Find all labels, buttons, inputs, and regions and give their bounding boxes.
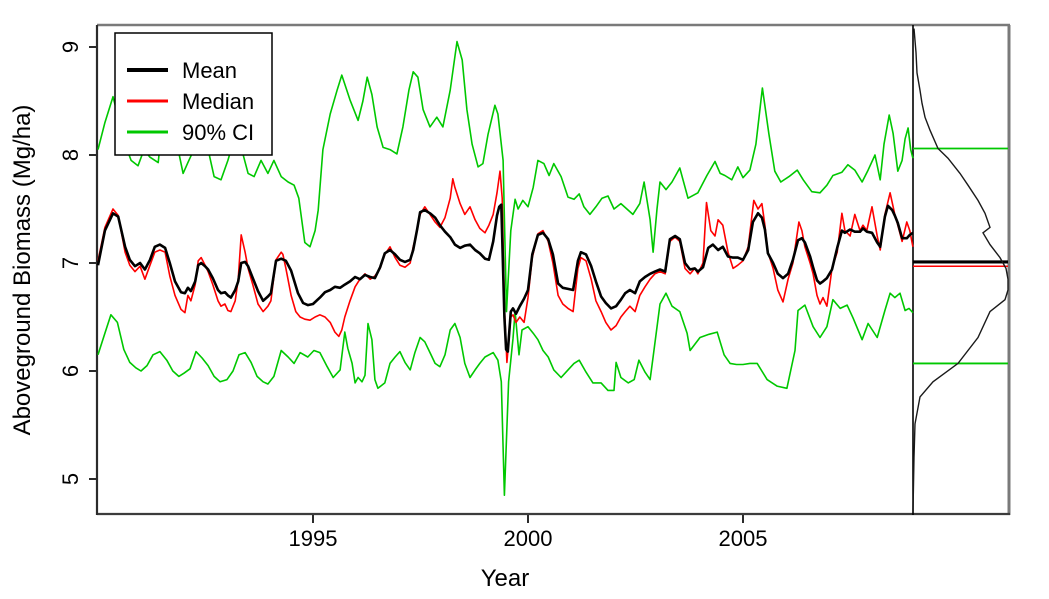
density-panel: [912, 28, 1009, 512]
x-tick-label: 2005: [719, 526, 768, 551]
y-tick-label: 6: [58, 365, 83, 377]
y-tick-label: 7: [58, 257, 83, 269]
plot-box: [95, 23, 1011, 516]
legend-label-ci: 90% CI: [182, 120, 254, 145]
series-line-mean: [96, 203, 914, 353]
x-tick-label: 2000: [504, 526, 553, 551]
y-tick-label: 9: [58, 41, 83, 53]
series-lines: [96, 40, 914, 497]
axis-ticks: 1995 2000 2005 5 6 7 8 9: [58, 41, 767, 551]
legend-label-median: Median: [182, 89, 254, 114]
x-axis-title: Year: [481, 565, 530, 592]
legend: Mean Median 90% CI: [114, 32, 273, 156]
legend-box: [114, 32, 273, 156]
x-tick-label: 1995: [289, 526, 338, 551]
legend-label-mean: Mean: [182, 58, 237, 83]
y-axis-title: Aboveground Biomass (Mg/ha): [9, 105, 36, 436]
density-curve: [912, 28, 1009, 512]
y-tick-label: 5: [58, 473, 83, 485]
y-tick-label: 8: [58, 149, 83, 161]
series-line-90-ci-lower: [97, 292, 914, 497]
